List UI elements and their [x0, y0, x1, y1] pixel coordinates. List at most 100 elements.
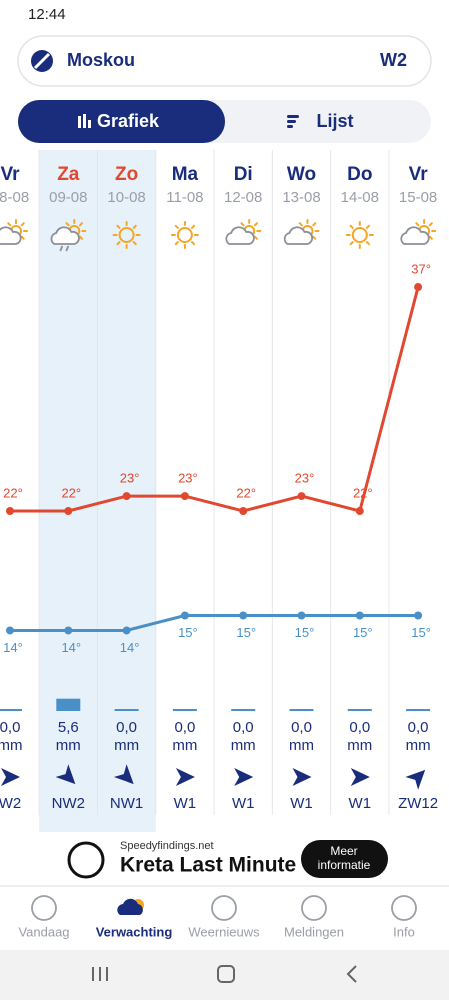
- precip-amount: 0,0: [174, 719, 195, 736]
- wind-arrow: [234, 768, 254, 786]
- tab-icon: [287, 125, 293, 128]
- max-temp-label: 22°: [353, 485, 373, 500]
- day-date: 09-08: [49, 189, 87, 206]
- nav-label[interactable]: Meldingen: [284, 924, 344, 939]
- day-date: 15-08: [399, 189, 437, 206]
- sun: [118, 227, 135, 243]
- sun-ray: [78, 222, 84, 227]
- location-wind: W2: [380, 50, 407, 70]
- min-temp-point: [180, 611, 189, 620]
- system-nav: [0, 950, 449, 1000]
- max-temp-label: 37°: [411, 261, 431, 276]
- day-name: Zo: [115, 164, 138, 185]
- wind-label: W2: [0, 795, 21, 812]
- nav-icon: [391, 895, 417, 921]
- ad-title: Kreta Last Minute: [120, 854, 296, 877]
- highlight-column: [97, 150, 156, 832]
- ad-button[interactable]: [301, 840, 388, 878]
- day-name: Vr: [0, 164, 20, 185]
- min-temp-label: 15°: [411, 625, 431, 640]
- sun-ray: [253, 222, 258, 227]
- tab-active: [18, 100, 225, 143]
- sun-ray: [349, 224, 354, 229]
- precip-bar: [231, 709, 256, 711]
- min-temp-point: [6, 626, 14, 635]
- sun-ray: [78, 235, 84, 240]
- sun-ray: [190, 241, 196, 246]
- tab-icon: [83, 114, 86, 128]
- min-temp-point: [122, 626, 131, 635]
- min-temp-line: [10, 614, 419, 632]
- min-temp-point: [297, 611, 306, 620]
- location-icon-stroke: [33, 52, 51, 70]
- nav-label[interactable]: Info: [393, 924, 415, 939]
- wind-label: W1: [232, 795, 255, 812]
- day-date: 11-08: [166, 189, 203, 206]
- precip-amount: 0,0: [408, 719, 429, 736]
- rain-drop: [65, 245, 70, 252]
- sun-ray: [365, 241, 370, 246]
- search-box[interactable]: [17, 35, 432, 87]
- wind-label: ZW12: [398, 795, 438, 812]
- sun: [176, 227, 193, 243]
- min-temp-label: 14°: [61, 640, 81, 655]
- nav-label[interactable]: Verwachting: [96, 924, 173, 939]
- max-temp-label: 23°: [178, 471, 198, 486]
- cloud: [400, 226, 430, 245]
- max-temp-label: 23°: [295, 471, 315, 486]
- nav-icon: [211, 895, 237, 921]
- day-name: Do: [347, 164, 372, 185]
- max-temp-point: [6, 507, 14, 515]
- sun-ray: [312, 235, 317, 240]
- sun-ray: [428, 235, 433, 240]
- max-temp-point: [64, 507, 73, 515]
- precip-amount: 5,6: [58, 719, 79, 736]
- ad-button-label: informatie: [318, 858, 371, 872]
- sun-ray: [312, 222, 317, 227]
- sun-ray: [132, 241, 137, 246]
- sun-ray: [190, 224, 196, 229]
- rain-drop: [59, 245, 64, 252]
- precip-bar: [172, 709, 197, 711]
- precip-bar: [114, 709, 139, 711]
- sun-ray: [132, 224, 137, 229]
- min-temp-point: [239, 611, 248, 620]
- sun-ray: [428, 222, 433, 227]
- nav-label[interactable]: Vandaag: [18, 924, 69, 939]
- precip-unit: mm: [56, 737, 81, 754]
- cloud: [283, 226, 314, 245]
- sun-ray: [298, 222, 303, 227]
- nav-icon: [117, 898, 143, 915]
- sun-ray: [174, 241, 179, 246]
- max-temp-point: [180, 492, 189, 501]
- tab-icon: [78, 116, 81, 128]
- precip-unit: mm: [114, 737, 139, 754]
- precip-unit: mm: [172, 737, 197, 754]
- min-temp-label: 15°: [178, 625, 198, 640]
- ad-domain: Speedyfindings.net: [120, 840, 214, 852]
- nav-icon: [31, 895, 57, 921]
- sun-ray: [240, 222, 245, 227]
- max-temp-label: 22°: [61, 485, 81, 500]
- nav-label[interactable]: Weernieuws: [188, 924, 260, 939]
- wind-arrow: [175, 768, 195, 786]
- sun-ray: [65, 222, 70, 227]
- precip-bar: [347, 709, 372, 711]
- precip-unit: mm: [0, 737, 23, 754]
- tab-label[interactable]: Lijst: [316, 111, 353, 131]
- day-name: Di: [234, 164, 253, 185]
- day-date: 10-08: [107, 189, 145, 206]
- nav-icon: [301, 895, 327, 921]
- tab-label[interactable]: Grafiek: [97, 111, 160, 131]
- precip-unit: mm: [289, 737, 314, 754]
- precip-bar: [56, 698, 81, 711]
- precip-unit: mm: [406, 737, 431, 754]
- day-name: Ma: [172, 164, 199, 185]
- sun-ray: [415, 222, 420, 227]
- min-temp-point: [355, 611, 364, 620]
- max-temp-point: [122, 492, 131, 501]
- ad-icon: [67, 841, 105, 879]
- min-temp-label: 14°: [120, 640, 140, 655]
- system-buttons[interactable]: [92, 965, 357, 983]
